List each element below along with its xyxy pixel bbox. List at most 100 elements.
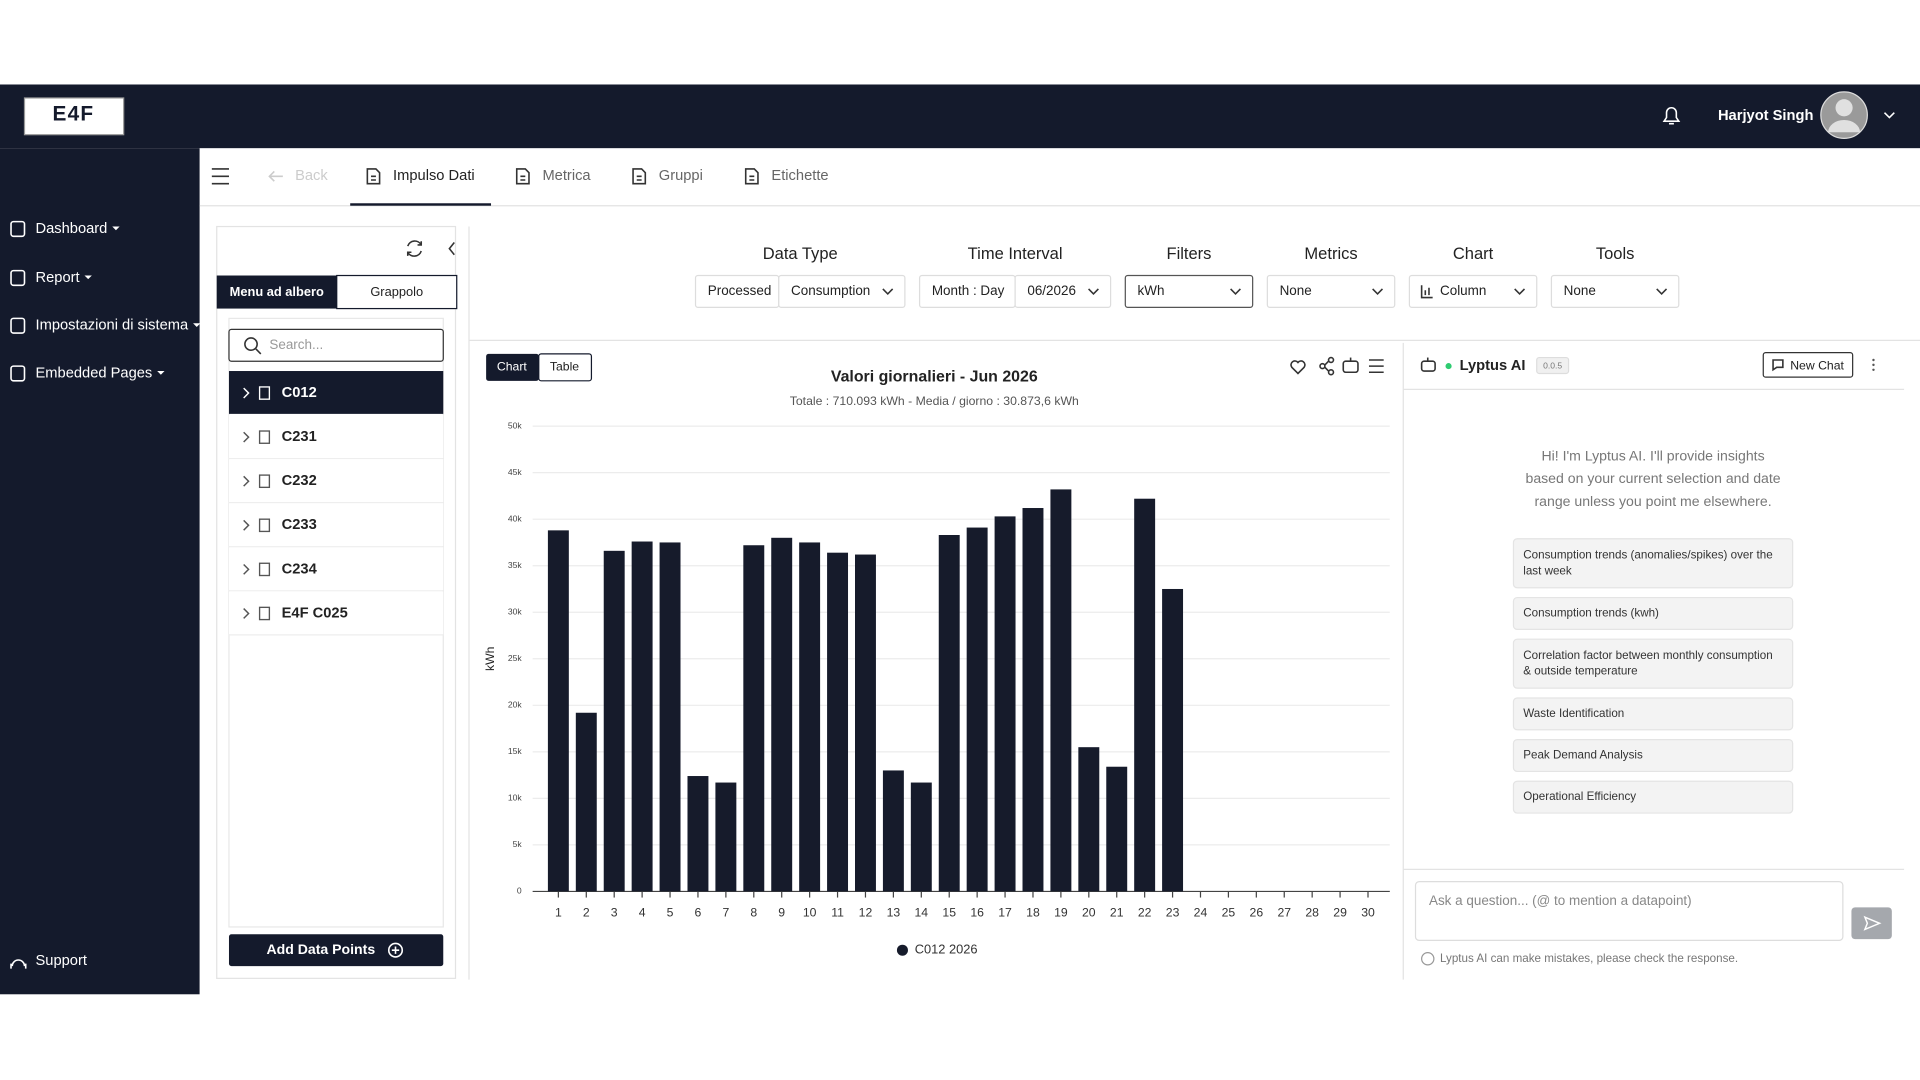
bar [771,537,793,892]
refresh-icon[interactable] [406,240,423,257]
suggestion[interactable] [1512,697,1794,731]
tree-item-label: C233 [282,517,317,533]
x-tick-label: 16 [970,906,984,920]
suggestion[interactable] [1512,538,1794,589]
bar [715,782,737,892]
expand-chevron[interactable] [243,519,250,531]
expand-chevron[interactable] [243,475,250,487]
bell-icon[interactable] [1662,107,1681,125]
filter-control[interactable] [1550,274,1680,308]
x-tick-label: 11 [831,906,844,920]
menu-item[interactable]: Dashboard [36,221,108,237]
expand-chevron[interactable] [243,387,250,399]
ai-icon[interactable] [1342,357,1359,374]
view-toggle-inactive[interactable] [538,353,593,382]
tree-items: C012 C231 C232 C233 C234 E4F C025 [228,371,444,636]
x-tick-label: 19 [1054,906,1068,920]
x-tick-label: 28 [1305,906,1319,920]
suggestion[interactable] [1512,638,1794,689]
expand-chevron[interactable] [243,563,250,575]
add-data-points-button[interactable] [228,934,444,967]
bar [659,542,681,892]
expand-chevron[interactable] [243,608,250,619]
filter-value: Consumption [791,283,870,298]
tree-item[interactable] [228,459,444,503]
bar [855,554,876,892]
ai-disclaimer: Lyptus AI can make mistakes, please chec… [1440,952,1738,965]
suggestion[interactable] [1512,738,1794,773]
kebab-icon[interactable] [1872,358,1875,372]
send-icon [1863,915,1882,931]
filter-label: Data Type [763,244,838,263]
version-text: 0.0.5 [1543,360,1562,370]
toggle-inactive[interactable] [336,274,458,310]
user-menu-chevron[interactable] [1883,112,1895,119]
menu-icon [10,317,26,334]
filter-control[interactable] [778,274,906,308]
hamburger[interactable] [211,168,229,185]
favorite-icon[interactable] [1290,360,1306,375]
x-tick-label: 22 [1138,906,1152,920]
toggle-active[interactable] [216,275,337,309]
send-button[interactable] [1851,907,1892,940]
chart-menu-icon[interactable] [1368,359,1384,374]
user-name[interactable]: Harjyot Singh [1718,108,1814,124]
tab[interactable]: Etichette [771,168,828,184]
suggestion-text: Correlation factor between monthly consu… [1523,649,1772,662]
x-tick-label: 30 [1361,906,1375,920]
building-icon [258,430,271,444]
tab-icon [515,168,530,185]
filter-control[interactable] [1014,274,1112,308]
menu-item[interactable]: Impostazioni di sistema [36,318,189,334]
bar [603,550,625,892]
x-tick-label: 18 [1026,906,1040,920]
menu-item[interactable]: Report [36,270,80,286]
suggestion[interactable] [1512,596,1794,630]
search-box[interactable] [228,328,444,362]
filter-value: Column [1440,283,1486,298]
collapse-icon[interactable] [448,241,455,256]
legend-marker[interactable] [896,944,908,956]
share-icon[interactable] [1319,356,1335,376]
search-icon-handle [255,348,262,355]
building-icon [258,474,271,489]
logo[interactable] [23,97,125,136]
tab[interactable]: Gruppi [659,168,703,184]
filter-label: Time Interval [968,244,1063,263]
tree-item[interactable] [228,371,444,414]
y-tick-label: 35k [508,560,523,570]
expand-chevron[interactable] [243,431,250,443]
tree-item[interactable] [228,503,444,547]
avatar-head [1835,99,1853,117]
tree-item[interactable] [228,415,444,458]
active-tab-underline [350,203,492,206]
bot-icon [1420,357,1436,372]
tab[interactable]: Metrica [542,168,591,184]
x-tick-label: 1 [555,906,562,920]
bar [966,527,988,892]
new-chat-button[interactable] [1762,352,1854,378]
filter-control[interactable] [1266,274,1396,308]
view-toggle-active[interactable] [486,353,539,381]
tree-item[interactable] [228,547,444,591]
legend-label[interactable]: C012 2026 [915,942,978,957]
tree-item[interactable] [228,591,444,635]
ai-input[interactable] [1414,881,1844,942]
bar [1050,489,1072,892]
tab[interactable]: Impulso Dati [393,168,475,184]
dropdown-chevron [1230,288,1241,296]
logo-text: E4F [53,103,95,126]
filter-control[interactable] [1124,274,1254,308]
tab-icon [632,168,647,185]
menu-item[interactable]: Embedded Pages [36,365,153,381]
support-link[interactable]: Support [36,953,87,969]
menu-icon [10,365,26,382]
filter-control[interactable] [1408,274,1538,308]
bar [1022,508,1044,892]
y-tick-label: 0 [517,886,522,896]
suggestion[interactable] [1512,780,1794,814]
chart-title: Valori giornalieri - Jun 2026 [831,368,1038,385]
back-button[interactable]: Back [295,168,328,184]
bar [882,770,904,892]
